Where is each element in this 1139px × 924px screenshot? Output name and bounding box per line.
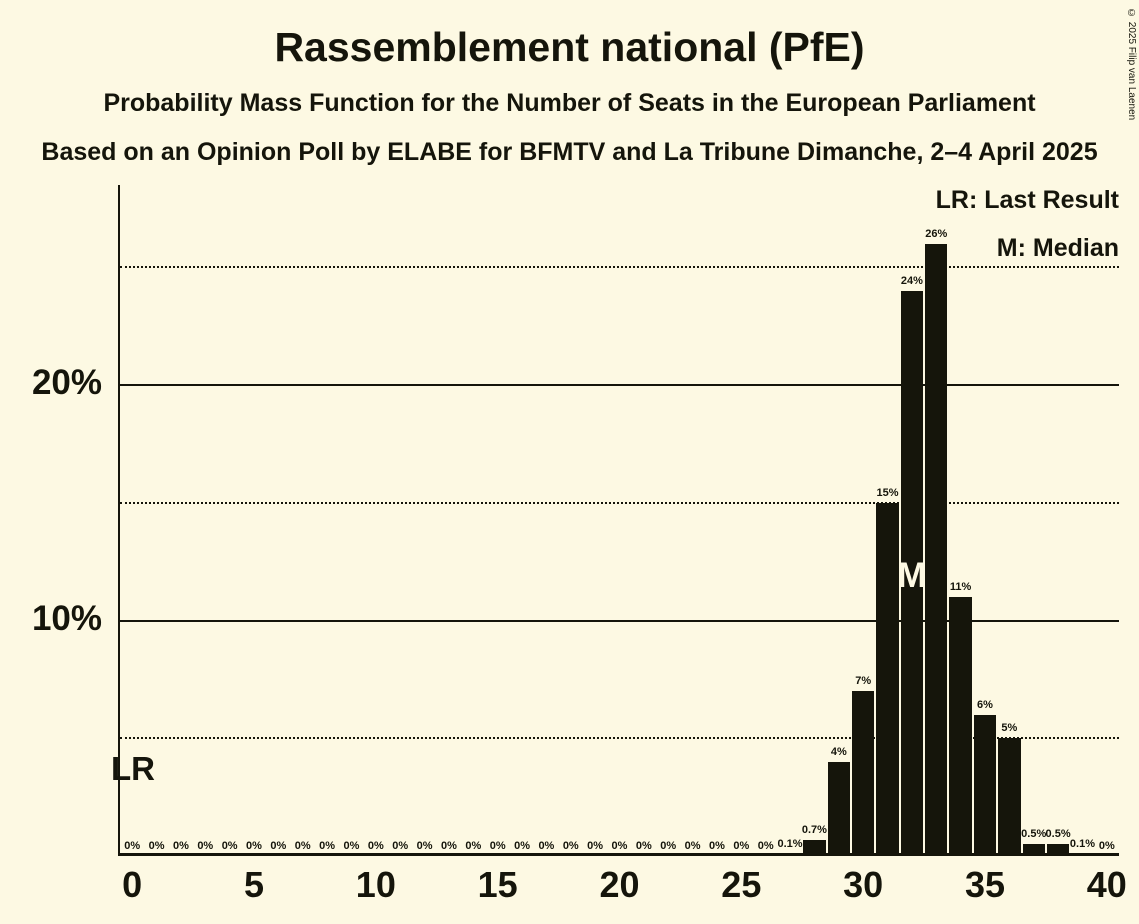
- y-tick-label-20: 20%: [31, 363, 102, 402]
- bar-value-label-seat-6: 0%: [270, 840, 287, 852]
- gridline-solid-20pct: [120, 384, 1119, 386]
- bar-value-label-seat-20: 0%: [611, 840, 628, 852]
- last-result-annotation: LR: [111, 750, 155, 787]
- bar-value-label-seat-33: 26%: [925, 227, 948, 240]
- bar-value-label-seat-32: 24%: [900, 274, 923, 287]
- bar-value-label-seat-21: 0%: [635, 840, 652, 852]
- x-tick-label-20: 20: [599, 864, 640, 905]
- bar-seat-37: [1022, 844, 1045, 856]
- bar-seat-36: [998, 738, 1021, 856]
- bar-value-label-seat-18: 0%: [562, 840, 579, 852]
- gridline-dotted-15pct: [120, 501, 1119, 504]
- bar-value-label-seat-14: 0%: [465, 840, 482, 852]
- y-tick-label-10: 10%: [31, 598, 102, 638]
- bar-value-label-seat-29: 4%: [830, 745, 847, 758]
- bar-value-label-seat-26: 0%: [757, 840, 774, 852]
- bar-value-label-seat-37: 0.5%: [1021, 828, 1047, 841]
- bar-seat-33: [925, 243, 948, 856]
- bar-value-label-seat-25: 0%: [733, 840, 750, 852]
- chart-title: Rassemblement national (PfE): [274, 24, 865, 70]
- bar-value-label-seat-39: 0.1%: [1069, 837, 1095, 850]
- bar-value-label-seat-36: 5%: [1001, 722, 1018, 735]
- gridline-solid-10pct: [120, 619, 1119, 622]
- copyright-notice: © 2025 Filip van Laenen: [1126, 8, 1137, 121]
- bar-value-label-seat-1: 0%: [148, 840, 165, 852]
- bar-seat-28: [803, 839, 826, 856]
- bar-value-label-seat-19: 0%: [587, 840, 604, 852]
- bar-value-label-seat-9: 0%: [343, 840, 360, 852]
- bar-seat-34: [949, 596, 972, 856]
- bar-value-label-seat-8: 0%: [319, 840, 336, 852]
- gridline-dotted-5pct: [120, 737, 1119, 740]
- bar-seat-39: [1071, 853, 1094, 856]
- bar-value-label-seat-10: 0%: [367, 840, 384, 852]
- chart-subtitle: Probability Mass Function for the Number…: [103, 89, 1036, 117]
- bar-value-label-seat-3: 0%: [197, 840, 214, 852]
- gridline-dotted-25pct: [120, 266, 1119, 269]
- legend-median: M: Median: [996, 234, 1119, 262]
- bar-value-label-seat-27: 0.1%: [777, 837, 803, 850]
- bar-value-label-seat-35: 6%: [977, 698, 993, 711]
- bar-value-label-seat-31: 15%: [876, 486, 899, 499]
- bar-seat-35: [973, 714, 997, 856]
- x-tick-label-35: 35: [964, 864, 1006, 905]
- bar-value-label-seat-38: 0.5%: [1045, 828, 1071, 841]
- legend-last-result: LR: Last Result: [935, 186, 1119, 214]
- chart-source-line: Based on an Opinion Poll by ELABE for BF…: [41, 138, 1098, 166]
- x-tick-label-0: 0: [122, 864, 143, 905]
- bar-value-label-seat-4: 0%: [221, 840, 238, 852]
- bar-value-label-seat-11: 0%: [392, 840, 409, 852]
- median-annotation: M: [897, 556, 927, 595]
- bar-value-label-seat-17: 0%: [538, 840, 555, 852]
- bar-value-label-seat-40: 0%: [1098, 840, 1115, 852]
- bar-seat-27: [778, 853, 802, 856]
- bar-value-label-seat-34: 11%: [949, 580, 972, 593]
- plot-area: 0% 0% 0% 0% 0% 0% 0% 0% 0% 0% 0% 0% 0% 0% 0% 0% 0% 0% 0% 0%…: [120, 185, 1119, 856]
- bar-value-label-seat-22: 0%: [660, 840, 677, 852]
- y-axis-line: [118, 185, 120, 856]
- x-tick-label-5: 5: [243, 864, 265, 905]
- bar-seat-38: [1046, 844, 1070, 856]
- x-tick-label-25: 25: [721, 864, 762, 905]
- bar-value-label-seat-5: 0%: [246, 840, 262, 852]
- bar-value-label-seat-13: 0%: [440, 840, 457, 852]
- bar-value-label-seat-0: 0%: [124, 840, 141, 852]
- bar-seat-32: [900, 290, 924, 856]
- x-tick-label-40: 40: [1086, 864, 1127, 905]
- x-axis-line: [118, 853, 1119, 856]
- bar-value-label-seat-28: 0.7%: [801, 823, 827, 836]
- bar-seat-29: [827, 761, 850, 856]
- x-tick-label-15: 15: [477, 864, 518, 905]
- bar-seat-30: [851, 691, 875, 856]
- bar-value-label-seat-23: 0%: [684, 840, 701, 852]
- bar-value-label-seat-30: 7%: [855, 675, 872, 688]
- bar-value-label-seat-12: 0%: [416, 840, 433, 852]
- bar-value-label-seat-16: 0%: [514, 840, 530, 852]
- bar-value-label-seat-24: 0%: [709, 840, 725, 852]
- bar-value-label-seat-7: 0%: [294, 840, 311, 852]
- x-tick-label-10: 10: [355, 864, 396, 905]
- bar-seat-31: [876, 502, 899, 856]
- x-tick-label-30: 30: [843, 864, 884, 905]
- bar-value-label-seat-15: 0%: [489, 840, 506, 852]
- bar-value-label-seat-2: 0%: [172, 840, 189, 852]
